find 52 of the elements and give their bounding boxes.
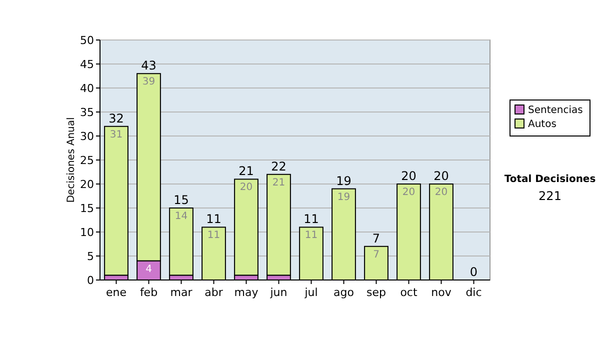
data-label: 11	[207, 230, 220, 242]
total-label: 20	[401, 169, 416, 183]
x-tick-label: nov	[431, 286, 452, 299]
y-tick-label: 0	[87, 274, 94, 287]
total-label: 15	[174, 193, 189, 207]
data-label: 14	[174, 211, 188, 222]
x-tick-label: may	[234, 286, 259, 299]
y-tick-label: 15	[80, 202, 94, 215]
total-label: 32	[108, 111, 124, 126]
x-tick-label: oct	[400, 286, 418, 299]
data-label: 20	[240, 182, 253, 194]
data-label: 20	[402, 187, 416, 198]
total-label: 20	[434, 169, 449, 183]
legend-label: Autos	[528, 119, 556, 130]
x-tick-label: feb	[140, 286, 158, 299]
legend-label: Sentencias	[528, 105, 583, 116]
data-label: 4	[146, 264, 152, 275]
total-label: 11	[206, 212, 222, 226]
data-label: 7	[373, 249, 380, 260]
data-label: 21	[272, 177, 286, 188]
y-tick-label: 45	[80, 58, 94, 71]
total-label: 21	[238, 164, 254, 178]
total-label: 22	[271, 159, 286, 174]
data-label: 20	[434, 187, 448, 198]
total-label: 19	[336, 174, 352, 188]
total-label: 7	[372, 231, 380, 246]
data-label: 39	[142, 76, 156, 88]
data-label: 11	[304, 230, 318, 242]
x-tick-label: jul	[304, 286, 318, 299]
text: 221	[538, 189, 562, 203]
y-tick-label: 40	[80, 82, 94, 95]
total-label: 0	[470, 265, 478, 279]
total-label: 11	[304, 212, 319, 226]
text: Total Decisiones	[504, 174, 596, 185]
x-tick-label: dic	[466, 286, 482, 299]
y-tick-label: 20	[80, 178, 94, 191]
total-label: 43	[141, 58, 156, 73]
x-tick-label: abr	[204, 286, 224, 299]
data-label: 31	[110, 129, 123, 140]
y-tick-label: 10	[80, 226, 94, 239]
y-tick-label: 25	[80, 154, 94, 167]
y-tick-label: 30	[80, 130, 94, 143]
x-tick-label: jun	[269, 286, 288, 299]
x-tick-label: ene	[106, 286, 127, 299]
x-tick-label: mar	[170, 286, 193, 299]
y-axis-title: Decisiones Anual	[66, 117, 77, 203]
y-tick-label: 5	[87, 250, 94, 263]
y-tick-label: 35	[80, 106, 94, 119]
x-tick-label: ago	[334, 286, 354, 299]
y-tick-label: 50	[80, 34, 94, 47]
data-label: 19	[337, 192, 350, 203]
x-tick-label: sep	[366, 286, 386, 299]
